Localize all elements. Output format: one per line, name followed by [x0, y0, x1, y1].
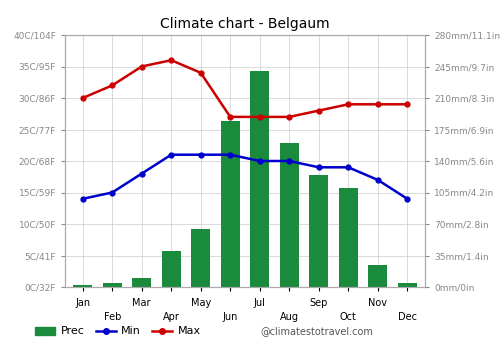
Bar: [132, 278, 152, 287]
Bar: [102, 282, 122, 287]
Bar: [309, 175, 328, 287]
Text: Jun: Jun: [222, 312, 238, 322]
Text: Dec: Dec: [398, 312, 417, 322]
Bar: [73, 285, 92, 287]
Text: Apr: Apr: [163, 312, 180, 322]
Text: Feb: Feb: [104, 312, 121, 322]
Bar: [191, 229, 210, 287]
Text: Oct: Oct: [340, 312, 356, 322]
Legend: Prec, Min, Max: Prec, Min, Max: [30, 322, 205, 341]
Bar: [280, 143, 299, 287]
Text: Aug: Aug: [280, 312, 299, 322]
Bar: [338, 188, 358, 287]
Text: Jul: Jul: [254, 298, 266, 308]
Bar: [398, 282, 417, 287]
Text: May: May: [190, 298, 211, 308]
Bar: [162, 251, 181, 287]
Title: Climate chart - Belgaum: Climate chart - Belgaum: [160, 17, 330, 31]
Bar: [250, 71, 270, 287]
Bar: [220, 120, 240, 287]
Text: Mar: Mar: [132, 298, 151, 308]
Text: Nov: Nov: [368, 298, 388, 308]
Text: Jan: Jan: [75, 298, 90, 308]
Text: @climatestotravel.com: @climatestotravel.com: [260, 326, 373, 336]
Text: Sep: Sep: [310, 298, 328, 308]
Bar: [368, 265, 388, 287]
